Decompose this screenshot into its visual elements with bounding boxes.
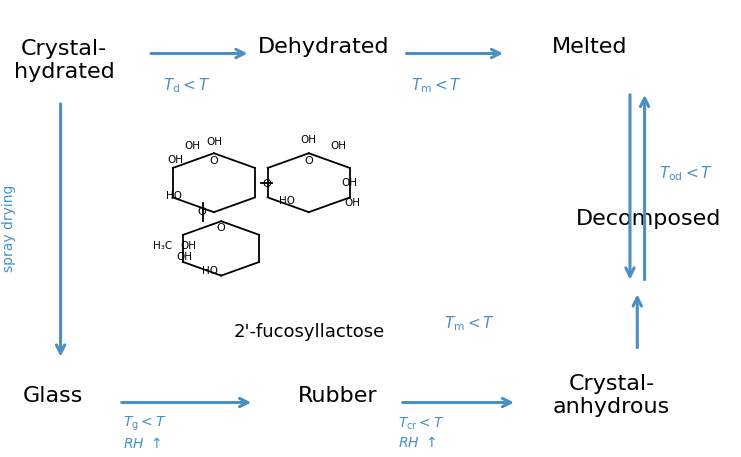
Text: $T_\mathrm{m} < T$: $T_\mathrm{m} < T$ <box>411 76 462 95</box>
Text: Melted: Melted <box>552 37 628 57</box>
Text: Dehydrated: Dehydrated <box>258 37 389 57</box>
Text: $T_\mathrm{g} < T$
RH $\uparrow$: $T_\mathrm{g} < T$ RH $\uparrow$ <box>122 415 166 451</box>
Text: Decomposed: Decomposed <box>576 209 721 229</box>
Text: Glass: Glass <box>23 386 84 406</box>
Text: H₃C: H₃C <box>153 241 173 251</box>
Text: OH: OH <box>167 155 183 165</box>
Text: O: O <box>217 223 225 233</box>
Text: $T_\mathrm{od} < T$: $T_\mathrm{od} < T$ <box>659 164 714 183</box>
Text: $T_\mathrm{m} < T$: $T_\mathrm{m} < T$ <box>444 314 495 333</box>
Text: O: O <box>210 156 219 166</box>
Text: OH: OH <box>330 141 346 151</box>
Text: HO: HO <box>279 196 295 206</box>
Text: OH: OH <box>180 241 196 251</box>
Text: 2'-fucosyllactose: 2'-fucosyllactose <box>233 323 385 341</box>
Text: Rubber: Rubber <box>298 386 378 406</box>
Text: $T_\mathrm{d} < T$: $T_\mathrm{d} < T$ <box>163 76 210 95</box>
Text: spray drying: spray drying <box>2 184 16 272</box>
Text: $T_\mathrm{cr} < T$
RH $\uparrow$: $T_\mathrm{cr} < T$ RH $\uparrow$ <box>398 416 445 450</box>
Text: OH: OH <box>301 135 317 144</box>
Text: Crystal-
hydrated: Crystal- hydrated <box>14 39 115 82</box>
Text: O: O <box>305 156 313 166</box>
Text: OH: OH <box>176 252 193 262</box>
Text: HO: HO <box>202 266 219 276</box>
Text: OH: OH <box>206 137 222 147</box>
Text: OH: OH <box>345 198 361 208</box>
Text: HO: HO <box>166 191 182 201</box>
Text: O: O <box>197 207 206 217</box>
Text: OH: OH <box>184 141 200 151</box>
Text: OH: OH <box>341 178 357 188</box>
Text: Crystal-
anhydrous: Crystal- anhydrous <box>553 374 671 417</box>
Text: O: O <box>262 179 270 189</box>
